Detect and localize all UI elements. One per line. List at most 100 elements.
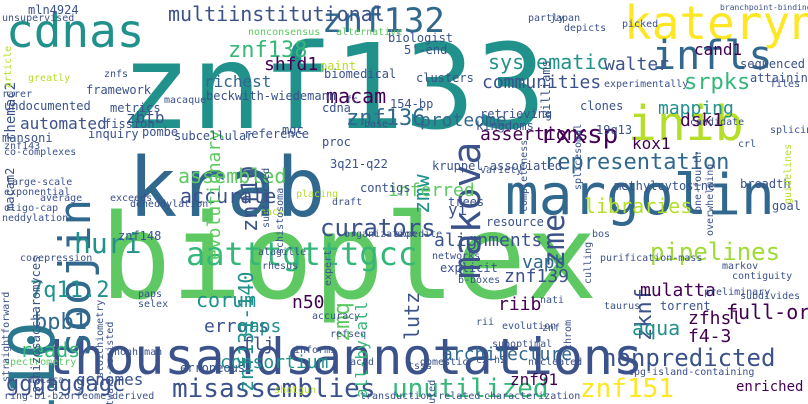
cloud-word: erroneous: [180, 361, 246, 375]
cloud-word: mansoni: [2, 131, 53, 145]
cloud-word: srpks: [684, 70, 751, 95]
cloud-word: purification-mass: [600, 253, 703, 264]
cloud-word: co-complexes: [4, 147, 77, 158]
cloud-word: 154-bp: [390, 97, 434, 111]
cloud-word: curators: [320, 214, 436, 242]
cloud-word: huri: [74, 227, 142, 260]
cloud-word: znf: [542, 323, 561, 334]
cloud-word: candidate: [690, 117, 745, 128]
cloud-word: expert: [323, 249, 334, 286]
cloud-word: communities: [482, 72, 602, 93]
cloud-word: znf139: [504, 266, 570, 287]
cloud-word: znf148: [118, 229, 162, 243]
cloud-word: contiguity: [732, 271, 793, 282]
cloud-word: networks: [432, 251, 481, 262]
cloud-word: trees: [448, 195, 485, 209]
cloud-word: fc: [346, 95, 359, 106]
cloud-word: inquiry: [88, 127, 139, 141]
cloud-word: cpg-island-containing: [628, 367, 755, 378]
cloud-word: rarer: [2, 89, 33, 100]
cloud-word: paint: [320, 59, 357, 73]
cloud-word: bioplex: [100, 188, 598, 326]
cloud-word: assembled: [178, 164, 287, 188]
cloud-word: distributed: [427, 380, 438, 404]
cloud-word: orfeome-derived: [64, 391, 155, 402]
cloud-word: subdivides: [740, 291, 801, 302]
cloud-word: organization: [344, 229, 417, 240]
cloud-word: crl: [738, 139, 757, 150]
cloud-word: deneddylation: [130, 199, 209, 210]
cloud-word: richest: [204, 72, 272, 91]
cloud-word: informs: [294, 345, 337, 356]
cloud-word: mulatta: [640, 280, 716, 301]
cloud-word: unsupervised: [2, 13, 75, 24]
cloud-word: clusters: [416, 71, 474, 85]
cloud-word: rii: [476, 317, 495, 328]
cloud-word: 7q11.2: [30, 278, 110, 303]
cloud-word: undocumented: [4, 99, 91, 113]
cloud-word: subtracted: [261, 167, 272, 228]
cloud-word: unutilized: [392, 374, 549, 404]
cloud-word: transduction-related: [360, 391, 481, 402]
cloud-word: yi: [448, 200, 468, 219]
cloud-word: culling: [583, 241, 594, 284]
cloud-word: spectrometry: [4, 357, 77, 368]
cloud-word: libraries: [584, 194, 693, 218]
cloud-word: znf132: [322, 1, 445, 41]
cloud-word: branchpoint-binding: [720, 3, 808, 12]
cloud-word: characterization: [484, 391, 581, 402]
cloud-word: evolutionary: [204, 129, 225, 260]
cloud-word: inferred: [388, 180, 475, 201]
cloud-word: greatly: [28, 73, 71, 84]
cloud-word: cdna: [322, 101, 351, 115]
cloud-word: znfs: [104, 69, 129, 80]
cloud-word: exceeds: [110, 193, 153, 204]
cloud-word: znf143: [4, 141, 41, 152]
cloud-word: znf133: [120, 18, 547, 156]
cloud-word: guidelines: [783, 143, 794, 204]
cloud-word: taurus: [604, 301, 641, 312]
cloud-word: kox1: [632, 134, 671, 153]
cloud-word: enriched: [736, 379, 804, 395]
cloud-word: n50: [292, 292, 325, 313]
cloud-word: znf136: [346, 106, 426, 131]
cloud-word: c2-h2: [476, 355, 507, 366]
cloud-word: architecture: [442, 344, 573, 365]
cloud-word: ring-b1-b2: [4, 391, 65, 402]
cloud-word: software-assisted: [105, 321, 116, 404]
cloud-word: partly: [528, 13, 565, 24]
cloud-word: rhesus: [262, 261, 299, 272]
cloud-word: reference: [244, 127, 310, 141]
cloud-word: evolution: [502, 321, 557, 332]
cloud-word: expedite: [394, 229, 443, 240]
cloud-word: schistosoma: [275, 187, 286, 254]
cloud-word: annotations: [312, 328, 644, 386]
cloud-word: selex: [138, 299, 169, 310]
cloud-word: zbtb: [126, 108, 165, 127]
cloud-word: flj: [242, 334, 275, 355]
cloud-word: suboptimal: [492, 339, 553, 350]
cloud-word: walter: [604, 54, 670, 75]
cloud-word: znf138: [228, 38, 308, 63]
cloud-word: infls: [652, 33, 773, 79]
cloud-word: sequenced: [740, 57, 806, 71]
cloud-word: systematic: [488, 50, 609, 74]
cloud-word: representation: [544, 150, 730, 175]
cloud-word: biologist: [388, 31, 454, 45]
cloud-word: full-orf: [726, 300, 808, 324]
cloud-word: picked: [622, 19, 659, 30]
cloud-word: znf91: [510, 370, 559, 389]
cloud-word: reads: [20, 338, 81, 362]
cloud-word: kruppel-associated: [432, 159, 563, 173]
cloud-word: oligo-cap: [4, 203, 59, 214]
cloud-word: experimentally: [604, 79, 689, 90]
cloud-word: rxxsp: [540, 120, 619, 150]
cloud-word: attaining: [750, 71, 808, 85]
cloud-word: overwhelming: [705, 163, 716, 236]
cloud-word: macaque: [164, 95, 207, 106]
cloud-word: completeness: [519, 139, 530, 212]
cloud-word: aqua: [632, 316, 681, 340]
cloud-word: exponential: [4, 187, 71, 198]
cloud-word: mapping: [658, 98, 734, 119]
